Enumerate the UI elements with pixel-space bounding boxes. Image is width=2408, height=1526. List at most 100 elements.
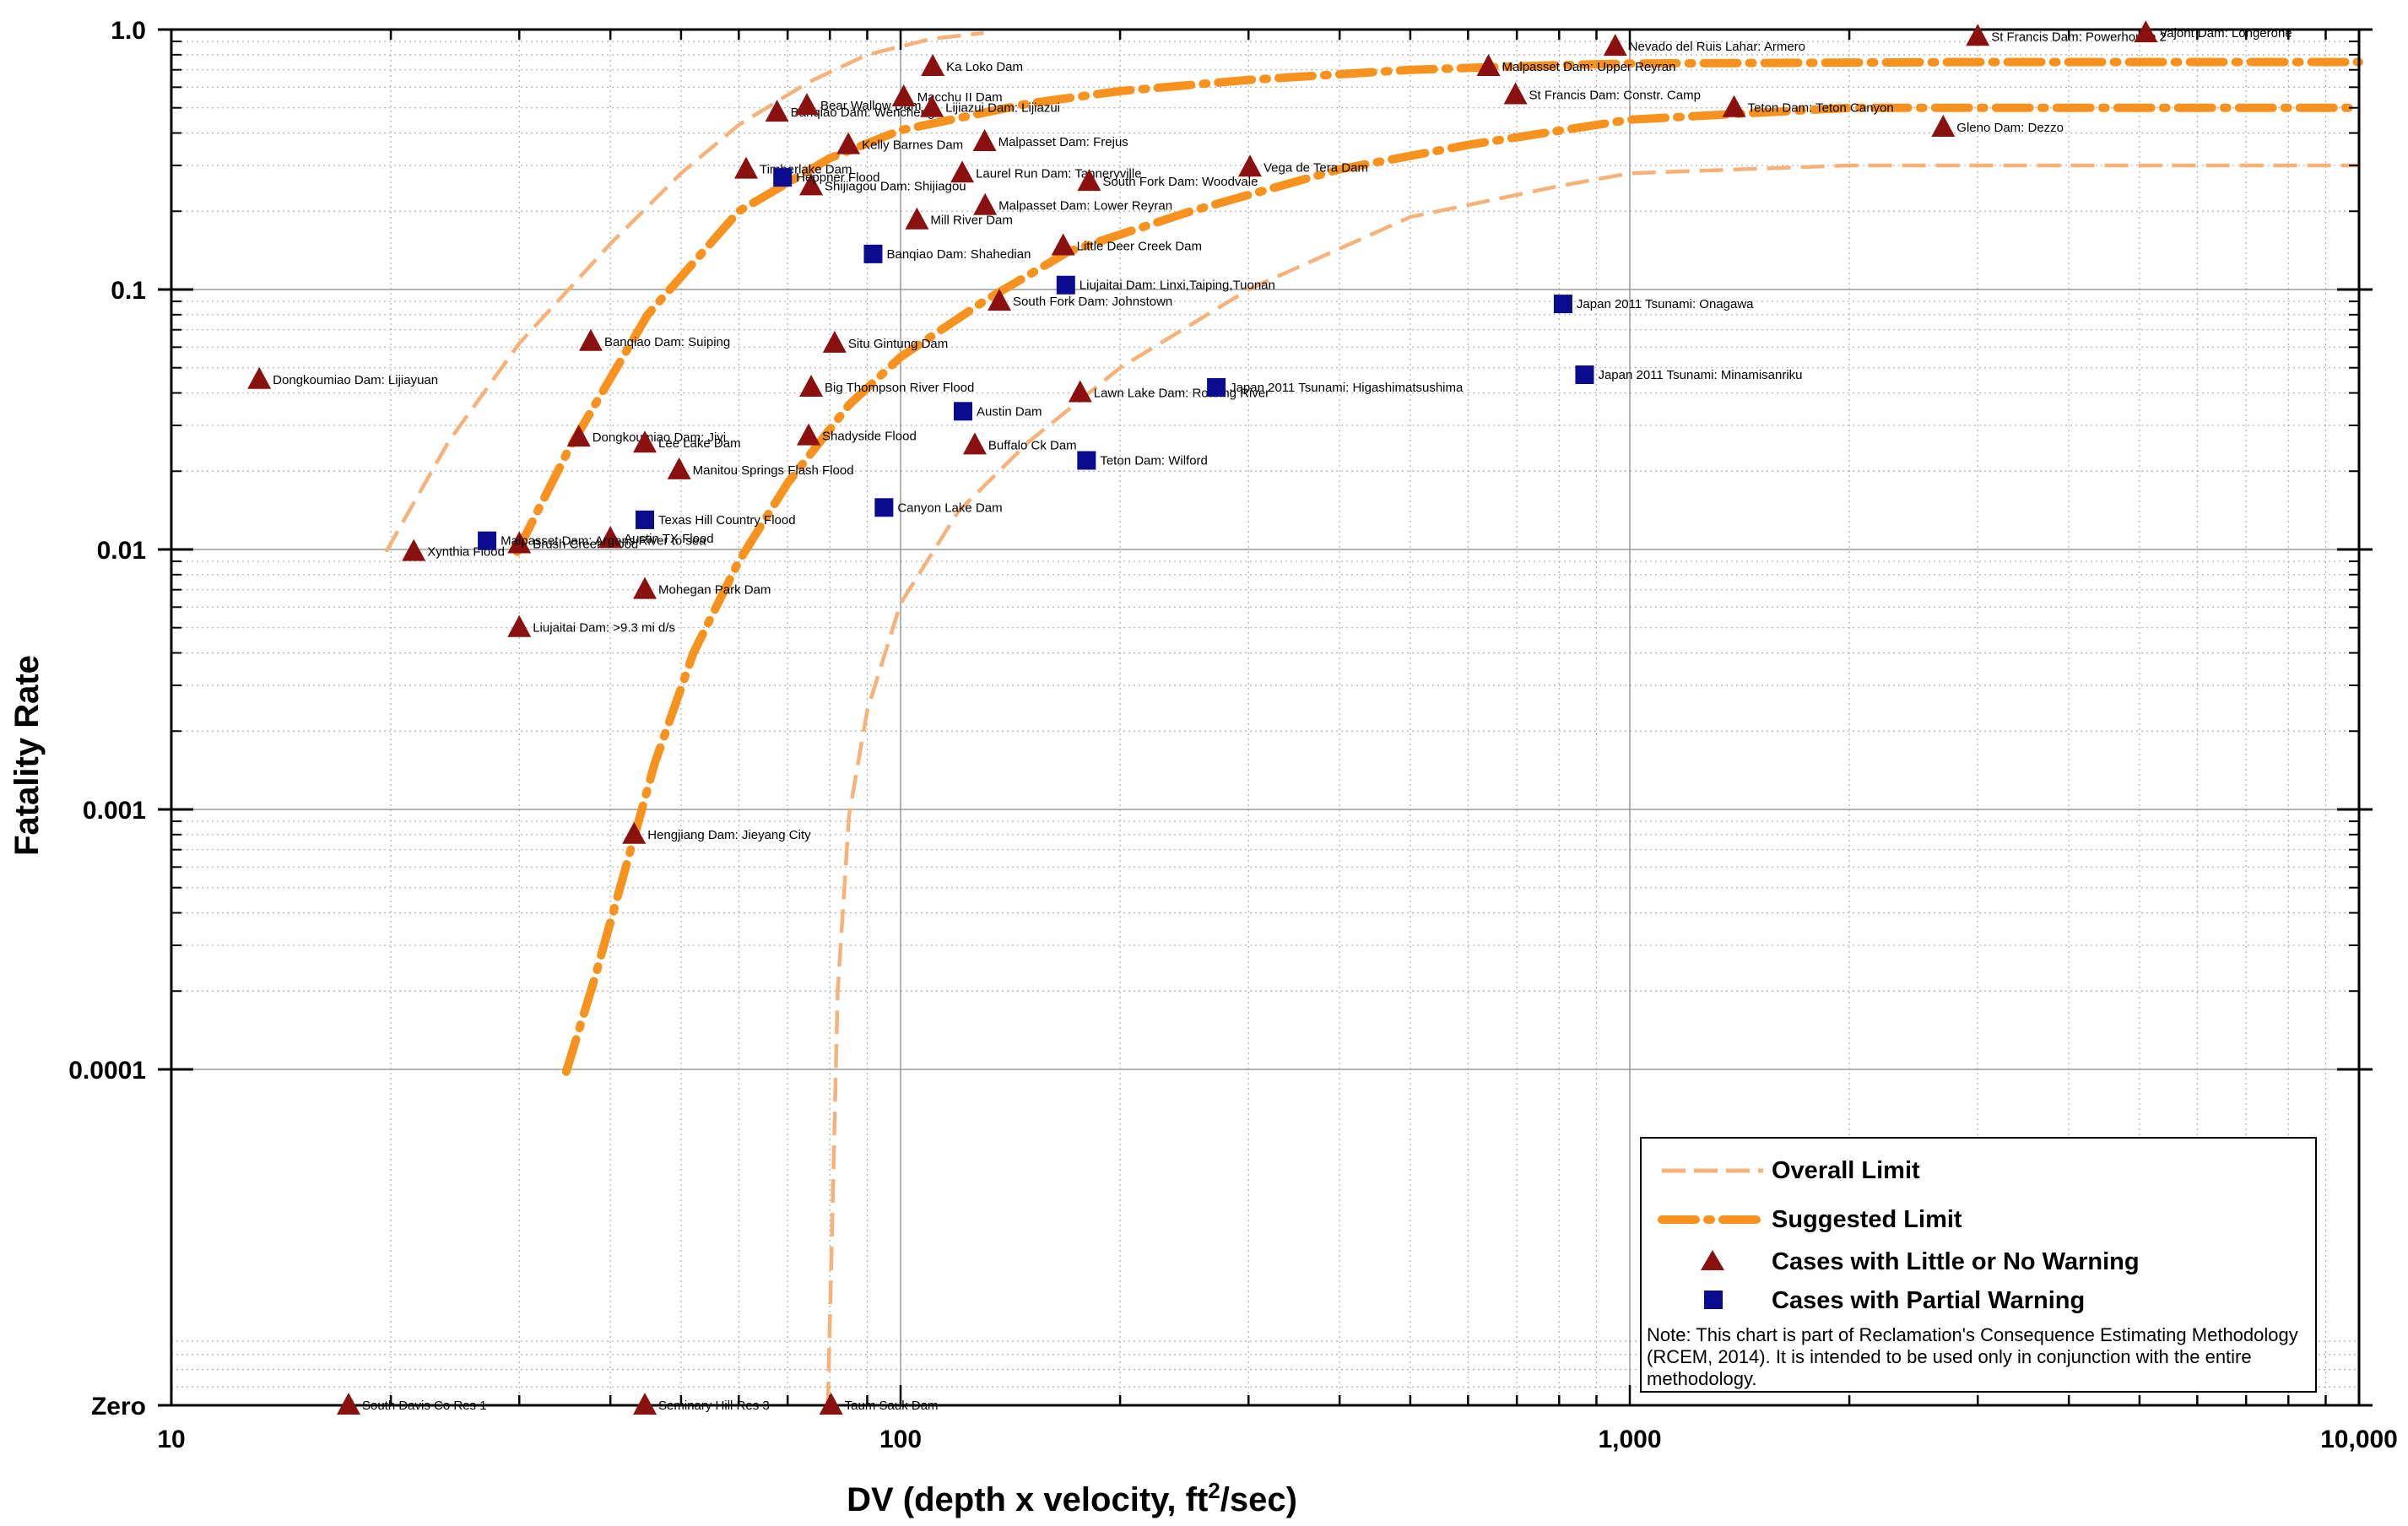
point-label: Malpasset Dam: Upper Reyran bbox=[1502, 60, 1676, 74]
point-label: Shijiagou Dam: Shijiagou bbox=[825, 179, 966, 193]
y-tick-label: 0.0001 bbox=[68, 1057, 146, 1085]
point-little-warning bbox=[402, 538, 426, 561]
y-tick-label: 0.001 bbox=[83, 797, 146, 825]
point-little-warning bbox=[920, 95, 944, 117]
point-partial-warning bbox=[1575, 365, 1594, 384]
x-tick-label: 10 bbox=[157, 1426, 185, 1453]
legend-swatch-little-warning bbox=[1653, 1245, 1772, 1279]
x-axis-title: DV (depth x velocity, ft2/sec) bbox=[847, 1478, 1297, 1518]
point-partial-warning bbox=[478, 531, 497, 550]
point-little-warning bbox=[836, 132, 861, 154]
point-label: Ka Loko Dam bbox=[946, 60, 1023, 74]
point-label: Japan 2011 Tsunami: Onagawa bbox=[1577, 297, 1754, 311]
point-label: Malpasset Dam: Lower Reyran bbox=[998, 199, 1172, 214]
limit-curves bbox=[384, 30, 2363, 1406]
legend-label-suggested: Suggested Limit bbox=[1772, 1205, 1962, 1233]
point-label: Vega de Tera Dam bbox=[1264, 160, 1368, 175]
legend-item-suggested: Suggested Limit bbox=[1653, 1203, 1962, 1236]
point-label: South Fork Dam: Johnstown bbox=[1013, 295, 1172, 309]
point-label: Banqiao Dam: Suiping bbox=[604, 335, 730, 349]
point-label: Hengjiang Dam: Jieyang City bbox=[647, 828, 811, 842]
point-label: Banqiao Dam: Shahedian bbox=[886, 247, 1031, 262]
legend-swatch-partial-warning bbox=[1653, 1284, 1772, 1318]
point-little-warning bbox=[799, 173, 824, 196]
point-little-warning bbox=[566, 425, 591, 447]
point-little-warning bbox=[1051, 233, 1075, 256]
plot-border bbox=[170, 28, 2361, 1407]
point-label: Vajont Dam: Longerone bbox=[2159, 26, 2292, 41]
point-partial-warning bbox=[773, 168, 793, 187]
x-tick-label: 10,000 bbox=[2320, 1426, 2398, 1453]
point-little-warning bbox=[797, 423, 821, 446]
point-little-warning bbox=[633, 576, 657, 599]
point-little-warning bbox=[336, 1393, 360, 1415]
legend-item-little-warning: Cases with Little or No Warning bbox=[1653, 1245, 2140, 1279]
point-partial-warning bbox=[953, 402, 972, 421]
point-little-warning bbox=[2134, 20, 2158, 43]
point-little-warning bbox=[962, 432, 987, 455]
chart-note: Note: This chart is part of Reclamation'… bbox=[1647, 1324, 2298, 1389]
limit-curve-suggested-2 bbox=[561, 103, 2363, 1076]
plot-frame bbox=[158, 28, 2373, 1407]
y-tick-label: 0.01 bbox=[97, 537, 146, 565]
tick-labels: 10 100 1,000 10,000 1.0 0.1 0.01 0.001 0.0001 Zer… bbox=[68, 17, 2398, 1453]
point-little-warning bbox=[633, 1393, 657, 1415]
point-little-warning bbox=[973, 192, 998, 215]
point-label: Teton Dam: Wilford bbox=[1100, 454, 1208, 468]
point-little-warning bbox=[950, 160, 975, 183]
legend-swatch-overall bbox=[1653, 1154, 1772, 1188]
y-tick-label: Zero bbox=[91, 1393, 146, 1420]
x-tick-label: 1,000 bbox=[1598, 1426, 1661, 1453]
point-little-warning bbox=[247, 366, 272, 389]
point-little-warning bbox=[988, 289, 1012, 311]
point-label: Austin Dam bbox=[977, 404, 1042, 419]
y-tick-label: 1.0 bbox=[111, 17, 146, 45]
legend-item-overall: Overall Limit bbox=[1653, 1154, 1920, 1188]
point-partial-warning bbox=[1207, 378, 1226, 398]
point-label: Liujaitai Dam: Linxi,Taiping,Tuonan bbox=[1080, 279, 1275, 293]
point-label: Austin TX Flood bbox=[624, 532, 713, 546]
legend-label-partial-warning: Cases with Partial Warning bbox=[1772, 1286, 2086, 1314]
point-little-warning bbox=[1603, 34, 1627, 57]
point-little-warning bbox=[598, 526, 623, 549]
point-little-warning bbox=[819, 1393, 843, 1415]
legend: Overall Limit Suggested Limit Cases with… bbox=[1640, 1137, 2317, 1393]
legend-item-partial-warning: Cases with Partial Warning bbox=[1653, 1284, 2085, 1318]
point-little-warning bbox=[1503, 82, 1528, 105]
point-label: Japan 2011 Tsunami: Minamisanriku bbox=[1598, 368, 1802, 382]
point-little-warning bbox=[667, 457, 691, 479]
point-little-warning bbox=[507, 614, 532, 637]
legend-swatch-suggested bbox=[1653, 1203, 1772, 1236]
point-label: Malpasset Dam: Frejus bbox=[998, 135, 1128, 149]
point-little-warning bbox=[578, 328, 603, 351]
point-label: Macchu II Dam bbox=[917, 90, 1003, 105]
point-little-warning bbox=[733, 156, 758, 179]
point-label: Little Deer Creek Dam bbox=[1077, 239, 1202, 253]
point-label: Nevado del Ruis Lahar: Armero bbox=[1629, 40, 1805, 54]
legend-label-little-warning: Cases with Little or No Warning bbox=[1772, 1247, 2140, 1275]
point-label: Big Thompson River Flood bbox=[825, 381, 974, 395]
point-little-warning bbox=[1966, 24, 1990, 46]
point-label: Lijiazui Dam: Lijiazui bbox=[945, 101, 1060, 116]
limit-curve-overall-0 bbox=[384, 30, 984, 553]
point-little-warning bbox=[1068, 380, 1092, 403]
point-partial-warning bbox=[874, 498, 894, 517]
point-label: Heppner Flood bbox=[796, 170, 879, 185]
point-label: Malpasset Dam: Argens River to sea bbox=[501, 534, 706, 549]
point-little-warning bbox=[1476, 53, 1501, 76]
point-little-warning bbox=[1237, 154, 1262, 177]
x-tick-label: 100 bbox=[879, 1426, 922, 1453]
point-little-warning bbox=[1077, 169, 1101, 192]
point-little-warning bbox=[507, 531, 532, 554]
point-little-warning bbox=[921, 53, 945, 76]
point-label: Kelly Barnes Dam bbox=[862, 138, 963, 153]
grid bbox=[170, 29, 2360, 1406]
point-label: Lee Lake Dam bbox=[658, 436, 741, 451]
point-label: Dongkoumiao Dam: Lijiayuan bbox=[273, 373, 438, 387]
point-little-warning bbox=[633, 430, 657, 453]
point-label: South Davis Co Res 1 bbox=[362, 1399, 487, 1413]
point-label: Mohegan Park Dam bbox=[658, 583, 771, 598]
point-label: Lawn Lake Dam: Roaring River bbox=[1094, 387, 1269, 401]
